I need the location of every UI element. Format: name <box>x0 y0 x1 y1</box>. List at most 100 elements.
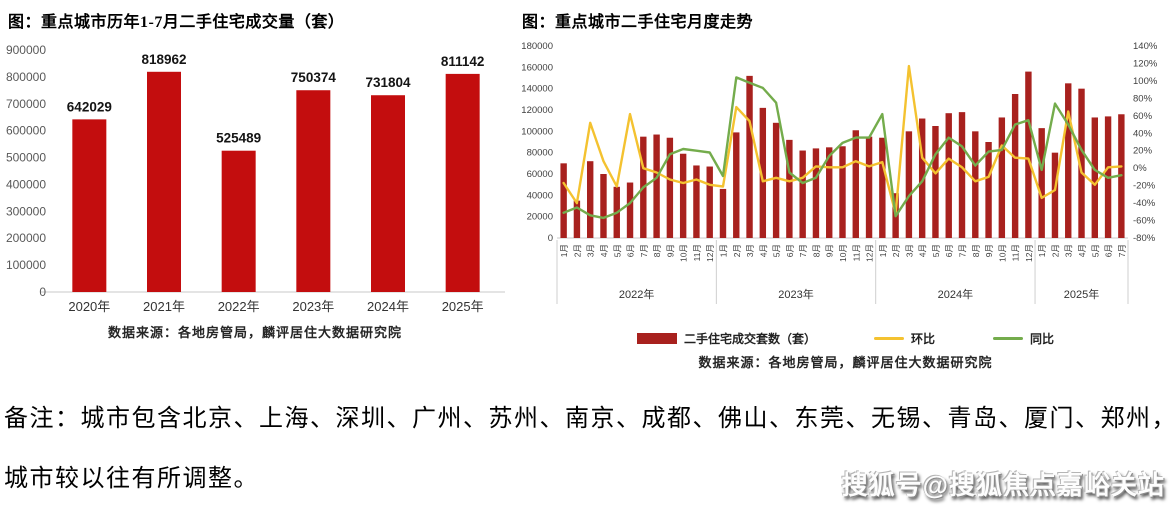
right-y-tick-label: 100% <box>1133 76 1158 87</box>
month-bar <box>932 126 939 238</box>
note-line-2: 城市较以往有所调整。 <box>4 466 259 492</box>
bar <box>371 95 405 292</box>
month-bar <box>1038 128 1045 238</box>
month-tick-label: 7月 <box>798 244 808 257</box>
month-tick-label: 8月 <box>811 244 821 257</box>
right-y-tick-label: -80% <box>1133 233 1156 244</box>
month-bar <box>826 147 833 238</box>
month-tick-label: 11月 <box>851 244 861 261</box>
y-tick-label: 0 <box>39 285 46 299</box>
y-tick-label: 300000 <box>6 204 46 218</box>
month-bar <box>759 107 767 238</box>
right-y-tick-label: -60% <box>1133 216 1156 227</box>
bar-value-label: 731804 <box>365 75 411 90</box>
legend-mom-label: 环比 <box>910 332 935 346</box>
month-tick-label: 12月 <box>1024 244 1034 262</box>
month-tick-label: 7月 <box>639 244 649 257</box>
month-bar <box>865 136 873 238</box>
right-y-tick-label: 40% <box>1133 128 1153 139</box>
bar <box>445 73 480 292</box>
month-tick-label: 7月 <box>1117 244 1127 257</box>
month-tick-label: 4月 <box>918 244 928 257</box>
month-tick-label: 5月 <box>1090 244 1100 257</box>
month-tick-label: 9月 <box>665 244 675 257</box>
month-bar <box>918 118 926 238</box>
bar <box>221 150 256 292</box>
left-y-tick-label: 180000 <box>521 41 553 52</box>
month-bar <box>666 137 674 238</box>
bar <box>147 71 181 292</box>
month-bar <box>626 182 634 238</box>
year-group-label: 2023年 <box>778 287 813 301</box>
left-y-tick-label: 0 <box>548 233 553 244</box>
month-bar <box>985 142 992 238</box>
left-chart-plot: 0 100000 200000 300000 400000 500000 600000 700… <box>6 43 505 314</box>
month-bar <box>733 132 740 238</box>
month-bar <box>706 166 713 238</box>
watermark: 搜狐号@搜狐焦点嘉峪关站 <box>841 470 1165 500</box>
month-tick-label: 11月 <box>692 244 702 261</box>
month-tick-label: 9月 <box>825 244 835 257</box>
month-bar <box>839 146 846 238</box>
left-y-tick-label: 40000 <box>527 190 553 201</box>
left-y-tick-label: 100000 <box>521 126 553 137</box>
month-tick-label: 4月 <box>1077 244 1087 257</box>
month-tick-label: 5月 <box>612 244 622 257</box>
month-bar <box>945 113 952 238</box>
month-tick-label: 8月 <box>971 244 981 257</box>
month-tick-label: 9月 <box>984 244 994 257</box>
legend-yoy-label: 同比 <box>1030 332 1055 346</box>
month-bar <box>1091 117 1099 238</box>
y-tick-label: 500000 <box>6 151 46 165</box>
month-tick-label: 5月 <box>772 244 782 257</box>
month-tick-label: 2月 <box>1050 244 1060 257</box>
x-category-label: 2025年 <box>442 299 484 314</box>
month-bar <box>879 137 886 238</box>
y-tick-label: 700000 <box>6 97 46 111</box>
right-y-tick-label: 20% <box>1133 146 1153 157</box>
month-bar <box>772 122 780 238</box>
month-tick-label: 3月 <box>1064 244 1074 257</box>
year-group-label: 2022年 <box>619 287 654 301</box>
month-bar <box>693 165 700 238</box>
month-bar <box>958 112 966 238</box>
right-y-tick-label: -40% <box>1133 198 1156 209</box>
month-tick-label: 1月 <box>1037 244 1047 257</box>
legend-mom-swatch <box>873 336 904 341</box>
month-tick-label: 10月 <box>838 244 848 262</box>
left-y-tick-label: 140000 <box>521 84 553 95</box>
bar-value-label: 525489 <box>216 131 261 146</box>
right-y-tick-label: 80% <box>1133 93 1153 104</box>
month-tick-label: 10月 <box>679 244 689 262</box>
left-chart-source: 数据来源：各地房管局，麟评居住大数据研究院 <box>107 325 402 340</box>
left-y-tick-label: 60000 <box>527 169 553 180</box>
month-bar <box>679 153 687 238</box>
month-tick-label: 7月 <box>958 244 968 257</box>
month-tick-label: 6月 <box>785 244 795 257</box>
month-bar <box>573 200 581 238</box>
month-tick-label: 3月 <box>586 244 596 257</box>
legend-bar-swatch <box>636 333 677 344</box>
month-tick-label: 2月 <box>891 244 901 257</box>
legend-yoy-swatch <box>993 336 1023 341</box>
month-bar <box>719 188 727 238</box>
month-bar <box>1078 88 1085 238</box>
month-tick-label: 4月 <box>758 244 768 257</box>
month-tick-label: 8月 <box>652 244 662 257</box>
x-category-label: 2023年 <box>292 299 334 314</box>
bar-value-label: 750374 <box>291 70 337 85</box>
y-tick-label: 400000 <box>6 177 46 191</box>
bar-value-label: 811142 <box>441 54 485 69</box>
year-group-label: 2025年 <box>1064 287 1099 301</box>
right-chart-source: 数据来源：各地房管局，麟评居住大数据研究院 <box>698 355 993 370</box>
month-bar <box>1065 83 1072 238</box>
month-tick-label: 11月 <box>1011 244 1021 261</box>
month-tick-label: 4月 <box>599 244 609 257</box>
month-tick-label: 6月 <box>944 244 954 257</box>
y-tick-label: 600000 <box>6 124 46 138</box>
month-tick-label: 6月 <box>626 244 636 257</box>
bar <box>72 119 107 292</box>
month-tick-label: 2月 <box>572 244 582 257</box>
bar-value-label: 642029 <box>67 99 112 114</box>
month-tick-label: 5月 <box>931 244 941 257</box>
